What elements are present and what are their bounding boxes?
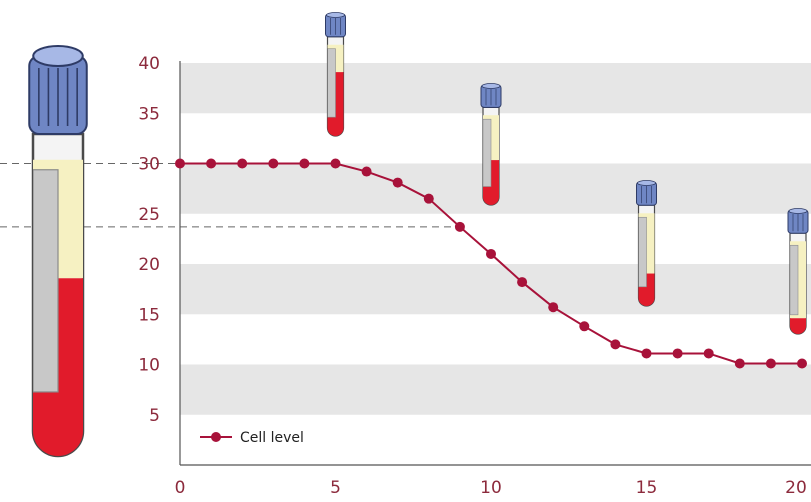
y-tick-label: 40 <box>138 54 160 74</box>
data-point <box>268 158 279 169</box>
legend-dot-marker <box>211 432 221 442</box>
data-point <box>703 348 714 359</box>
grid-band <box>180 364 811 415</box>
data-point <box>734 358 745 369</box>
large-tube <box>28 45 88 458</box>
data-point <box>797 358 807 369</box>
data-point <box>517 277 528 288</box>
data-point <box>330 158 341 169</box>
axes <box>179 61 811 466</box>
y-tick-label: 10 <box>138 356 160 376</box>
data-point <box>206 158 217 169</box>
data-point <box>454 221 465 232</box>
tube-cap-top <box>481 83 501 89</box>
data-point <box>672 348 683 359</box>
x-tick-label: 15 <box>636 478 658 498</box>
tube-cap-top <box>326 12 345 18</box>
small-tube-icon <box>480 83 502 206</box>
small-tube-icon <box>325 12 346 137</box>
data-point <box>579 321 590 332</box>
y-tick-label: 5 <box>149 406 160 426</box>
tube-cap-top <box>637 180 656 186</box>
data-point <box>641 348 652 359</box>
tube-label-sticker <box>327 48 336 118</box>
large-blood-tube-icon <box>28 45 88 458</box>
y-tick-label: 20 <box>138 255 160 275</box>
data-point <box>610 339 621 350</box>
data-point <box>423 193 434 204</box>
x-tick-label: 10 <box>480 478 502 498</box>
legend: Cell level <box>200 430 304 446</box>
data-point <box>548 302 559 313</box>
grid-band <box>180 264 811 315</box>
data-point <box>765 358 776 369</box>
y-tick-label: 30 <box>138 155 160 175</box>
y-tick-label: 25 <box>138 205 160 225</box>
data-point <box>237 158 248 169</box>
small-tube-icon <box>636 180 657 307</box>
data-point <box>392 177 403 188</box>
y-tick-label: 35 <box>138 104 160 124</box>
y-tick-label: 15 <box>138 305 160 325</box>
data-point <box>175 158 185 169</box>
tube-cap-top <box>788 208 808 214</box>
tube-cap-top <box>32 45 84 67</box>
data-point <box>486 248 496 259</box>
background-bands <box>180 63 811 415</box>
x-tick-label: 5 <box>330 478 341 498</box>
data-point <box>361 166 372 177</box>
tube-label-sticker <box>638 216 647 288</box>
y-tick-labels: 5 10 15 20 25 30 35 40 <box>138 54 160 426</box>
legend-label: Cell level <box>240 430 304 446</box>
x-tick-label: 0 <box>175 478 186 498</box>
small-blood-tubes <box>325 12 809 335</box>
series-cell-level <box>175 158 807 369</box>
x-tick-label: 20 <box>785 478 807 498</box>
tube-label-sticker <box>790 244 799 316</box>
tube-blood <box>790 318 806 334</box>
small-tube-icon <box>787 208 809 335</box>
tube-label-sticker <box>483 118 492 187</box>
data-point <box>299 158 310 169</box>
tube-label-sticker <box>33 169 59 393</box>
x-tick-labels: 0 5 10 15 20 <box>175 478 807 498</box>
